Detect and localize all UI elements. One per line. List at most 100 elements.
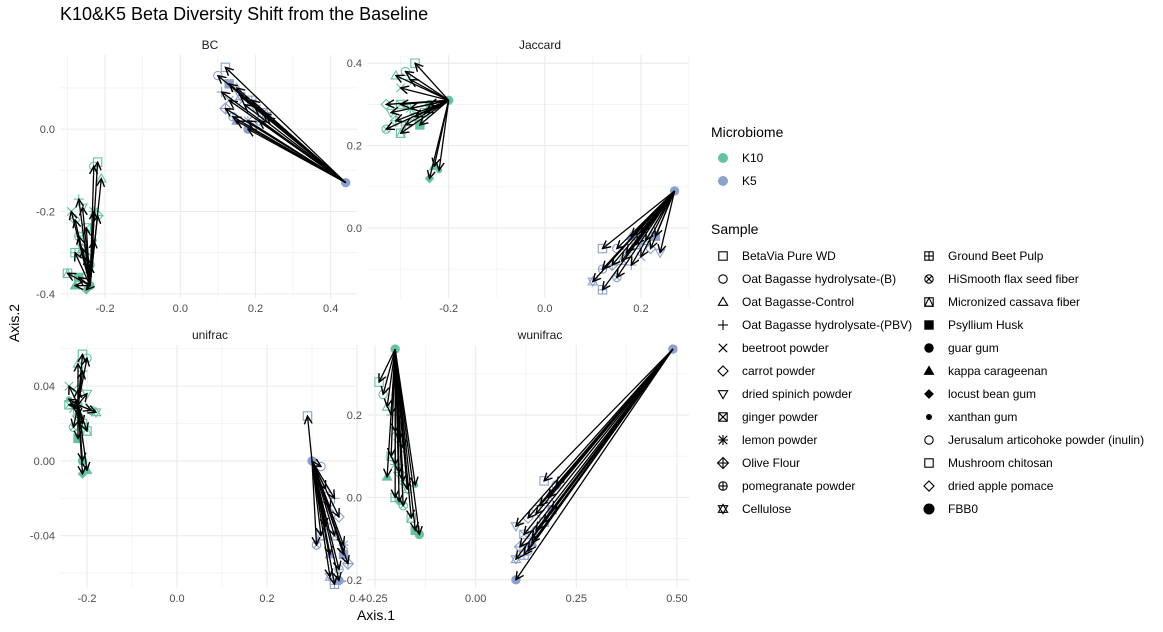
legend-shape-key	[717, 434, 729, 446]
legend-shape-key	[718, 274, 728, 284]
shift-arrow	[86, 286, 90, 290]
legend-shape-key	[718, 251, 728, 261]
legend-label: guar gum	[948, 341, 999, 355]
legend-label: BetaVia Pure WD	[742, 249, 836, 263]
legend-shape-key	[923, 365, 935, 375]
shift-arrow	[74, 404, 79, 427]
sample-legend-item: Cellulose	[717, 502, 792, 516]
legend-label: xanthan gum	[948, 410, 1017, 424]
legend-label: pomegranate powder	[742, 479, 855, 493]
legend-shape-key	[717, 503, 729, 515]
sample-legend-item: ginger powder	[718, 410, 818, 424]
x-tick-label: 0.2	[248, 303, 263, 315]
panel-jaccard: Jaccard -0.2 0.0 0.2 0.0 0.2 0.4	[347, 38, 690, 315]
shift-arrow	[429, 100, 450, 178]
sample-legend-item: Jerusalum articohoke powder (inulin)	[924, 433, 1144, 447]
shift-arrow	[69, 399, 79, 405]
x-tick-label: 0.25	[566, 593, 587, 605]
legend-label: FBB0	[948, 502, 978, 516]
y-tick-label: -0.4	[36, 289, 55, 301]
x-tick-label: -0.2	[96, 303, 115, 315]
legend-shape-key	[717, 319, 729, 331]
shift-arrow	[641, 190, 676, 232]
shift-arrow	[77, 404, 87, 470]
shift-arrow	[415, 63, 450, 101]
legend-shape-key	[717, 365, 729, 377]
shift-arrow	[516, 348, 674, 580]
y-tick-label: 0.0	[347, 492, 362, 504]
y-tick-label: 0.2	[347, 410, 362, 422]
shift-arrow	[311, 460, 321, 536]
shift-arrow	[636, 190, 676, 245]
shift-arrow	[532, 348, 674, 543]
x-tick-label: 0.0	[537, 303, 552, 315]
panel-wunifrac: wunifrac -0.25 0.00 0.25 0.50 -0.2 0.0 0.2	[343, 328, 689, 605]
shift-arrow	[410, 80, 450, 101]
shift-arrow	[641, 190, 676, 257]
legend-shape-key	[924, 458, 934, 468]
sample-legend-item: beetroot powder	[718, 341, 829, 355]
y-tick-label: 0.4	[347, 58, 362, 70]
sample-legend-item: BetaVia Pure WD	[718, 249, 836, 263]
y-tick-label: 0.00	[34, 456, 55, 468]
shift-arrow	[244, 104, 347, 184]
legend-label: Ground Beet Pulp	[948, 249, 1044, 263]
legend-shape-key	[925, 413, 933, 421]
legend-shape-key	[718, 343, 728, 353]
legend-label: Oat Bagasse hydrolysate-(PBV)	[742, 318, 912, 332]
x-tick-label: 0.0	[169, 593, 184, 605]
sample-legend-item: dried apple pomace	[923, 479, 1054, 493]
shift-arrow	[544, 348, 674, 481]
y-tick-label: 0.0	[40, 124, 55, 136]
legend-shape-key	[924, 389, 934, 399]
shift-arrow	[77, 404, 87, 431]
legend-shape-key	[718, 412, 728, 422]
shift-arrow	[429, 100, 449, 104]
legend-shape-key	[924, 274, 934, 284]
x-tick-label: 0.0	[173, 303, 188, 315]
shift-arrow	[225, 67, 347, 184]
shift-arrow	[387, 349, 396, 477]
shift-arrow	[311, 460, 344, 554]
legend-label: Psyllium Husk	[948, 318, 1024, 332]
legend-label: Oat Bagasse-Control	[742, 295, 854, 309]
x-tick-label: -0.2	[78, 593, 97, 605]
microbiome-legend-item: K5	[718, 174, 757, 188]
shift-arrow	[77, 404, 96, 412]
legend-shape-key	[923, 503, 935, 515]
legend-label: HiSmooth flax seed fiber	[948, 272, 1079, 286]
x-tick-label: -0.25	[363, 593, 388, 605]
y-tick-label: -0.2	[36, 207, 55, 219]
shift-arrow	[660, 190, 676, 253]
shift-arrow	[524, 348, 674, 534]
shift-arrow	[90, 240, 94, 286]
legend-color-key	[718, 176, 728, 186]
shift-arrow	[77, 404, 83, 474]
shift-arrow	[229, 84, 347, 184]
shift-arrow	[259, 121, 347, 184]
shift-arrow	[311, 460, 339, 517]
sample-legend-title: Sample	[711, 221, 759, 237]
y-tick-label: -0.04	[30, 531, 55, 543]
shift-arrow	[311, 461, 321, 467]
legend-label: Mushroom chitosan	[948, 456, 1053, 470]
x-tick-label: -0.2	[439, 303, 458, 315]
shift-arrow	[394, 349, 415, 485]
legend-label: Olive Flour	[742, 456, 800, 470]
shift-arrow	[387, 349, 396, 407]
legend-label: K5	[742, 174, 757, 188]
shift-arrow	[379, 348, 396, 382]
legend-shape-key	[717, 390, 729, 400]
x-tick-label: 0.4	[323, 303, 338, 315]
sample-legend-item: kappa carageenan	[923, 364, 1047, 378]
legend-shape-key	[924, 320, 934, 330]
legend-shape-key	[924, 251, 934, 261]
x-tick-label: 0.2	[259, 593, 274, 605]
y-tick-label: 0.2	[347, 141, 362, 153]
legend-label: kappa carageenan	[948, 364, 1047, 378]
sample-legend-item: dried spinich powder	[717, 387, 852, 401]
sample-legend-item: Mushroom chitosan	[924, 456, 1053, 470]
sample-legend-item: carrot powder	[717, 364, 815, 378]
sample-legend-item: lemon powder	[717, 433, 817, 447]
panel-title: wunifrac	[517, 328, 563, 342]
